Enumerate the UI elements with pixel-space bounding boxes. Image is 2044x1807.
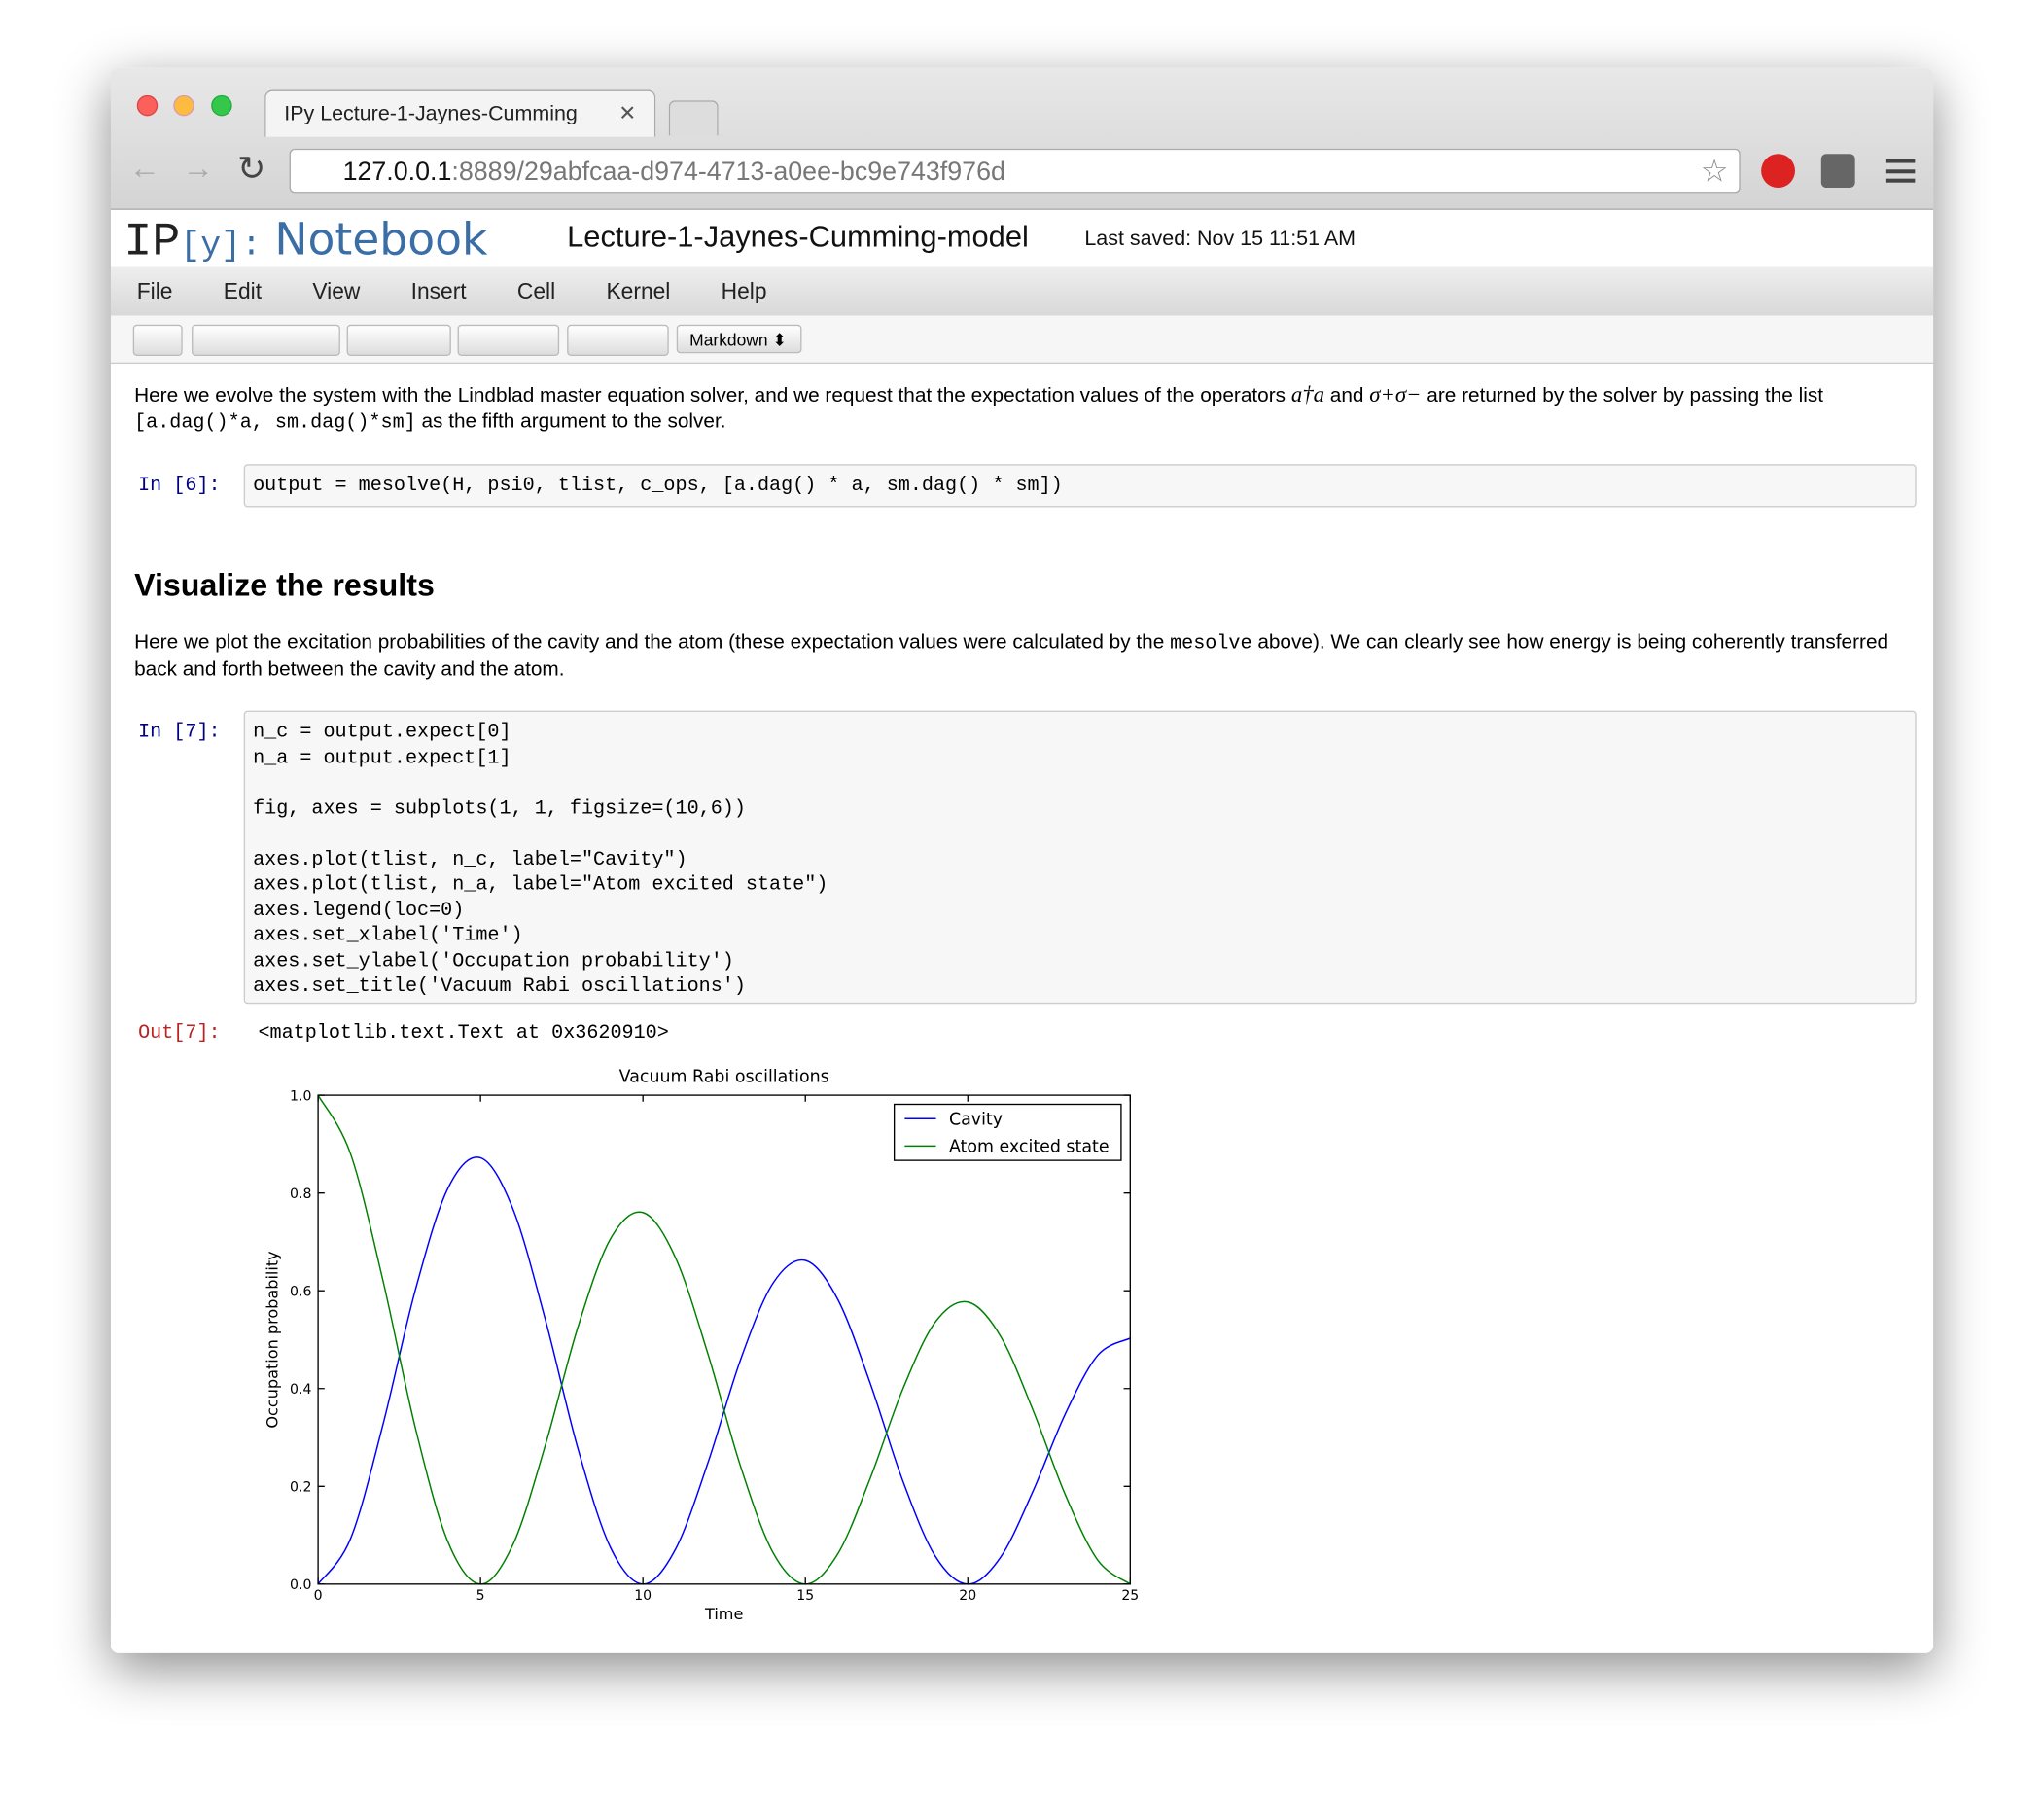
x-tick-label: 25	[1121, 1588, 1139, 1604]
code-line: n_a = output.expect[1]	[253, 746, 511, 769]
url-host: 127.0.0.1	[342, 158, 452, 187]
cell-type: Markdown	[689, 330, 768, 350]
logo[interactable]: IP[y]: Notebook	[123, 211, 487, 268]
tab-close[interactable]: ✕	[618, 102, 637, 125]
y-axis-label: Occupation probability	[264, 1251, 282, 1429]
data-line	[317, 1156, 1131, 1585]
notebook-name[interactable]: Lecture-1-Jaynes-Cumming-model	[567, 219, 1029, 254]
y-tick-label: 0.0	[290, 1577, 311, 1593]
code-line: axes.set_xlabel('Time')	[253, 924, 523, 947]
text: and	[1329, 384, 1364, 407]
y-tick-label: 1.0	[290, 1088, 311, 1104]
heading: Visualize the results	[134, 568, 435, 604]
menu-item[interactable]: Edit	[223, 278, 263, 303]
menu-item[interactable]: Kernel	[606, 278, 671, 303]
code-block: n_c = output.expect[0] n_a = output.expec…	[253, 720, 1907, 770]
insert-buttons[interactable]	[457, 324, 560, 356]
output-text: <matplotlib.text.Text at 0x3620910>	[258, 1022, 669, 1045]
legend-label: Cavity	[949, 1110, 1003, 1129]
logo-notebook: Notebook	[274, 213, 488, 266]
text: as the fifth argument to the solver.	[421, 410, 726, 434]
y-tick-label: 0.8	[290, 1187, 311, 1202]
code-line: axes.plot(tlist, n_c, label="Cavity")	[253, 848, 687, 870]
menu-item[interactable]: Cell	[516, 278, 556, 303]
extension-icon[interactable]	[1820, 154, 1855, 189]
menu-item[interactable]: Help	[721, 278, 767, 303]
output-prompt: Out[7]:	[138, 1022, 221, 1045]
text: Here we plot the excitation probabilitie…	[134, 630, 1165, 654]
code-line: axes.legend(loc=0)	[253, 899, 465, 922]
menu-item[interactable]: File	[136, 278, 173, 303]
toolbar: Markdown ⬍	[110, 315, 1934, 365]
zoom-button[interactable]	[211, 94, 232, 117]
code-line: axes.plot(tlist, n_a, label="Atom excite…	[253, 873, 828, 896]
chart: Vacuum Rabi oscillations Time Occupation p…	[264, 1068, 1140, 1623]
inline-code: [a.dag()*a, sm.dag()*sm]	[134, 411, 416, 435]
text: are returned by the solver by passing th…	[1427, 384, 1824, 407]
forward-button[interactable]: →	[182, 151, 214, 187]
browser-tab[interactable]: IPy Lecture-1-Jaynes-Cumming ✕	[264, 89, 656, 137]
x-axis-label: Time	[704, 1605, 743, 1623]
tab-title: IPy Lecture-1-Jaynes-Cumming	[284, 102, 578, 125]
code-block: fig, axes = subplots(1, 1, figsize=(10,6…	[253, 796, 1907, 821]
legend-label: Atom excited state	[949, 1137, 1110, 1156]
code-block: axes.plot(tlist, n_c, label="Cavity") axe…	[253, 847, 1907, 1000]
run-buttons[interactable]	[567, 324, 669, 356]
menu-bar: File Edit View Insert Cell Kernel Help	[110, 266, 1934, 317]
save-button[interactable]	[132, 324, 183, 356]
move-buttons[interactable]	[346, 324, 451, 356]
logo-ip: IP	[123, 215, 181, 269]
cell-type-select[interactable]: Markdown ⬍	[676, 324, 802, 354]
y-tick-label: 0.4	[290, 1382, 311, 1398]
code-line: axes.set_ylabel('Occupation probability'…	[253, 949, 734, 973]
menu-item[interactable]: View	[312, 278, 361, 303]
x-tick-label: 5	[476, 1588, 485, 1604]
input-prompt: In [7]:	[138, 721, 221, 744]
input-prompt: In [6]:	[138, 474, 221, 497]
new-tab[interactable]	[668, 100, 719, 136]
math: a†a	[1290, 381, 1325, 407]
code-cell[interactable]: n_c = output.expect[0] n_a = output.expec…	[243, 710, 1917, 1005]
url-path: :8889/29abfcaa-d974-4713-a0ee-bc9e743f97…	[451, 158, 1005, 187]
math: σ+σ−	[1369, 381, 1422, 407]
code-line: output = mesolve(H, psi0, tlist, c_ops, …	[253, 474, 1063, 497]
code-line: fig, axes = subplots(1, 1, figsize=(10,6…	[253, 797, 746, 820]
plot-frame	[317, 1094, 1131, 1585]
markdown-cell: Here we evolve the system with the Lindb…	[134, 382, 1907, 437]
y-tick-label: 0.2	[290, 1480, 311, 1496]
reload-button[interactable]: ↻	[236, 148, 266, 189]
x-tick-label: 0	[314, 1588, 323, 1604]
menu-button[interactable]	[1885, 159, 1916, 183]
y-tick-label: 0.6	[290, 1285, 311, 1300]
minimize-button[interactable]	[173, 94, 194, 117]
chart-title: Vacuum Rabi oscillations	[619, 1068, 829, 1087]
last-saved: Last saved: Nov 15 11:51 AM	[1084, 228, 1356, 251]
code-block: output = mesolve(H, psi0, tlist, c_ops, …	[253, 474, 1907, 499]
markdown-cell: Here we plot the excitation probabilitie…	[134, 630, 1914, 684]
code-line: axes.set_title('Vacuum Rabi oscillations…	[253, 974, 746, 998]
text: above). We can clearly see how energy is…	[134, 630, 1889, 681]
notebook-header: IP[y]: Notebook Lecture-1-Jaynes-Cumming…	[110, 208, 1934, 269]
data-line	[317, 1094, 1131, 1585]
x-tick-label: 10	[634, 1588, 652, 1604]
legend-box	[893, 1103, 1122, 1161]
back-button[interactable]: ←	[128, 151, 160, 187]
x-tick-label: 15	[796, 1588, 814, 1604]
code-cell[interactable]: output = mesolve(H, psi0, tlist, c_ops, …	[243, 464, 1917, 508]
address-bar[interactable]: 127.0.0.1:8889/29abfcaa-d974-4713-a0ee-b…	[289, 148, 1741, 194]
inline-code: mesolve	[1170, 632, 1252, 655]
close-button[interactable]	[136, 94, 159, 117]
code-line: n_c = output.expect[0]	[253, 721, 511, 744]
extension-icon[interactable]	[1761, 154, 1796, 189]
menu-item[interactable]: Insert	[410, 278, 467, 303]
cut-copy-paste-buttons[interactable]	[192, 324, 340, 356]
x-tick-label: 20	[959, 1588, 976, 1604]
text: Here we evolve the system with the Lindb…	[134, 384, 1286, 407]
logo-y: [y]:	[180, 225, 262, 266]
